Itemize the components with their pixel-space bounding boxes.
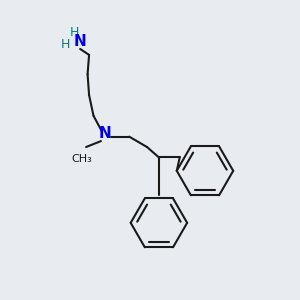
Text: CH₃: CH₃ <box>71 154 92 164</box>
Text: H: H <box>61 38 70 51</box>
Text: H: H <box>70 26 79 39</box>
Text: N: N <box>74 34 86 49</box>
Text: N: N <box>99 126 112 141</box>
